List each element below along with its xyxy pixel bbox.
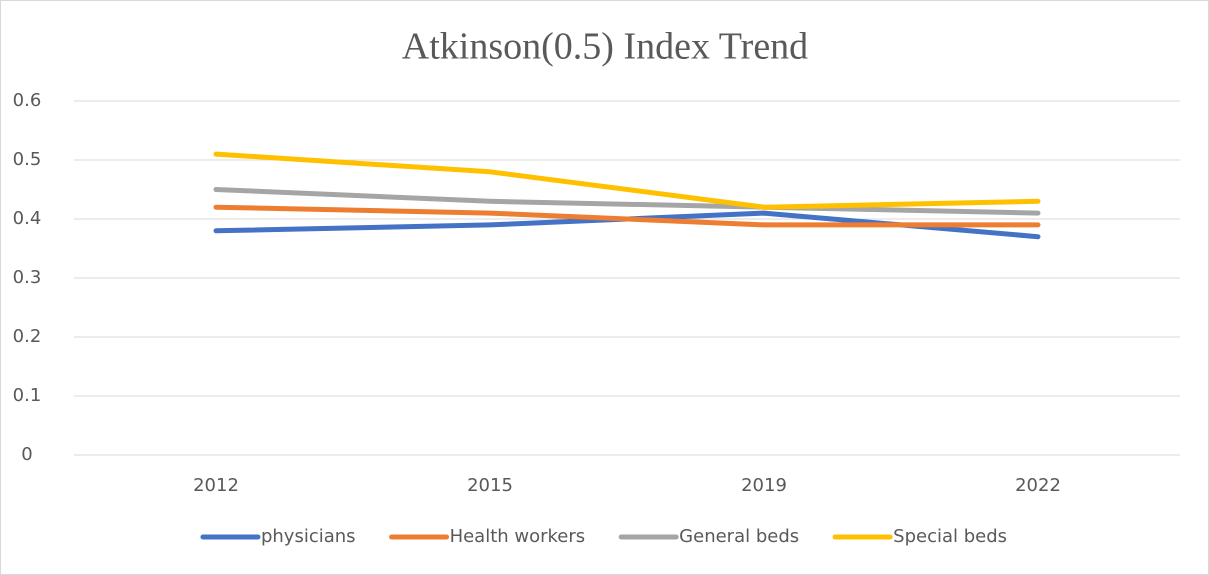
y-tick-label: 0.4: [13, 208, 42, 229]
series-line: [213, 187, 1041, 216]
y-tick-label: 0.5: [13, 149, 42, 170]
x-tick-label: 2015: [467, 475, 513, 496]
legend-label: physicians: [261, 526, 356, 547]
series-line: [213, 204, 1041, 228]
series-line: [213, 151, 1041, 210]
legend-label: Health workers: [450, 526, 586, 547]
y-tick-label: 0.3: [13, 267, 42, 288]
legend-label: Special beds: [893, 526, 1007, 547]
chart-title: Atkinson(0.5) Index Trend: [402, 26, 808, 68]
x-tick-label: 2012: [193, 475, 239, 496]
y-tick-label: 0.6: [13, 90, 42, 111]
y-tick-label: 0.2: [13, 326, 42, 347]
y-tick-label: 0.1: [13, 385, 42, 406]
x-tick-label: 2019: [741, 475, 787, 496]
x-tick-label: 2022: [1015, 475, 1061, 496]
y-tick-label: 0: [21, 444, 32, 465]
legend-label: General beds: [679, 526, 799, 547]
